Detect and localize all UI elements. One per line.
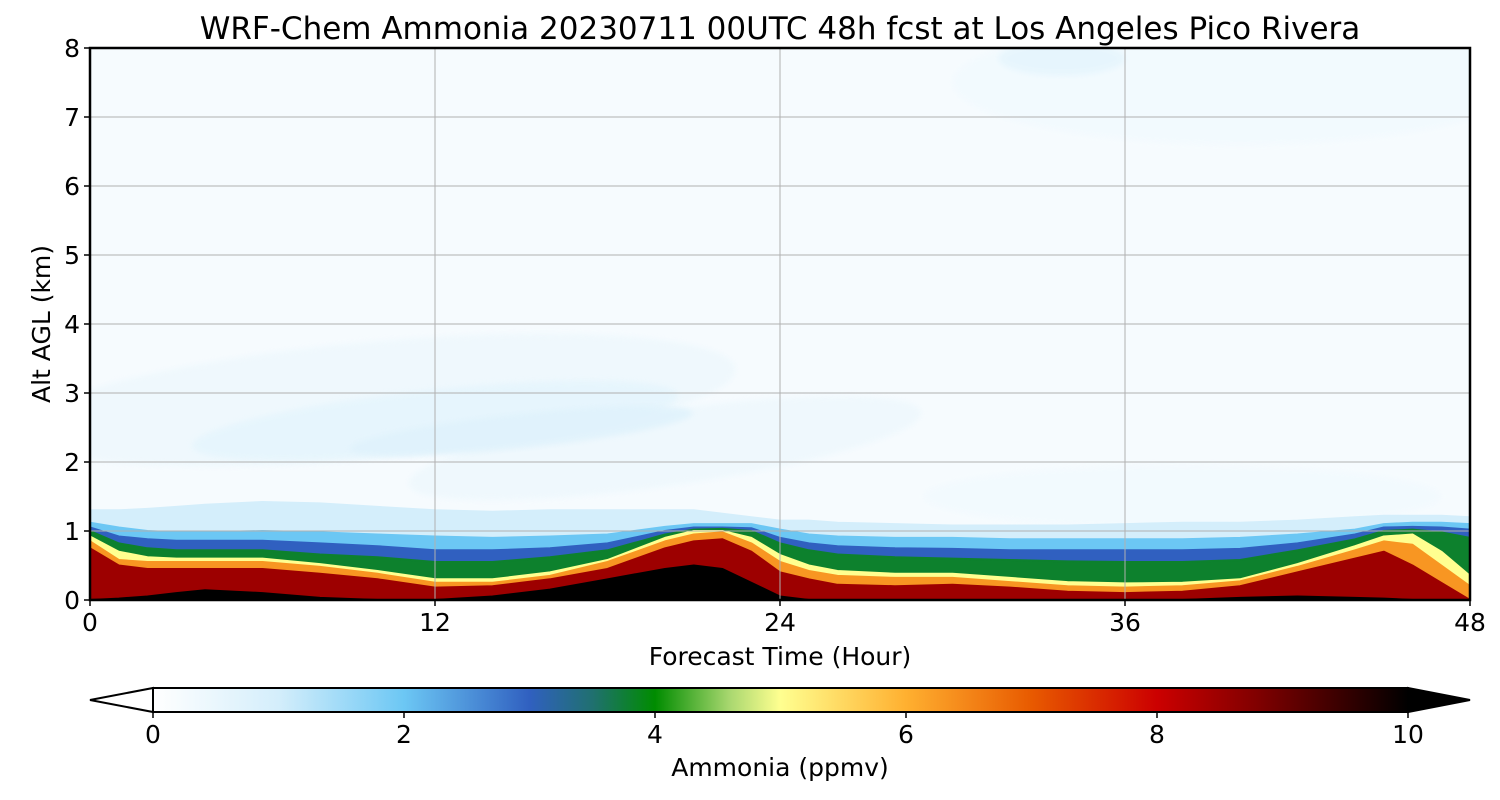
colorbar-tick-label: 10 (1392, 720, 1424, 749)
x-ticks: 0 12 24 36 48 (82, 600, 1486, 637)
x-tick-label: 24 (764, 608, 796, 637)
colorbar-high-extend (1407, 686, 1471, 714)
x-axis-label: Forecast Time (Hour) (649, 642, 912, 671)
colorbar-tick-label: 6 (898, 720, 914, 749)
colorbar: 0 2 4 6 8 10 Ammonia (ppmv) (89, 686, 1471, 782)
colorbar-tick-label: 2 (396, 720, 412, 749)
y-tick-label: 2 (64, 448, 80, 477)
x-tick-label: 12 (419, 608, 451, 637)
colorbar-low-extend (89, 686, 154, 714)
colorbar-body (152, 687, 1409, 713)
colorbar-tick-label: 0 (145, 720, 161, 749)
x-tick-label: 48 (1454, 608, 1486, 637)
x-tick-label: 36 (1109, 608, 1141, 637)
y-tick-label: 3 (64, 379, 80, 408)
y-tick-label: 6 (64, 172, 80, 201)
y-tick-label: 7 (64, 103, 80, 132)
y-tick-label: 5 (64, 241, 80, 270)
y-ticks: 0 1 2 3 4 5 6 7 8 (64, 34, 90, 615)
colorbar-label: Ammonia (ppmv) (671, 753, 889, 782)
x-tick-label: 0 (82, 608, 98, 637)
ammonia-blob-top-core (998, 48, 1125, 76)
y-axis-label: Alt AGL (km) (27, 245, 56, 403)
y-tick-label: 0 (64, 586, 80, 615)
ammonia-blob-plume-outer2 (408, 396, 922, 501)
y-tick-label: 1 (64, 517, 80, 546)
chart-title: WRF-Chem Ammonia 20230711 00UTC 48h fcst… (200, 11, 1361, 47)
colorbar-ticks: 0 2 4 6 8 10 (145, 712, 1424, 749)
y-tick-label: 4 (64, 310, 80, 339)
y-tick-label: 8 (64, 34, 80, 63)
colorbar-tick-label: 4 (647, 720, 663, 749)
colorbar-tick-label: 8 (1149, 720, 1165, 749)
ammonia-blob-lower-patch (923, 465, 1442, 528)
